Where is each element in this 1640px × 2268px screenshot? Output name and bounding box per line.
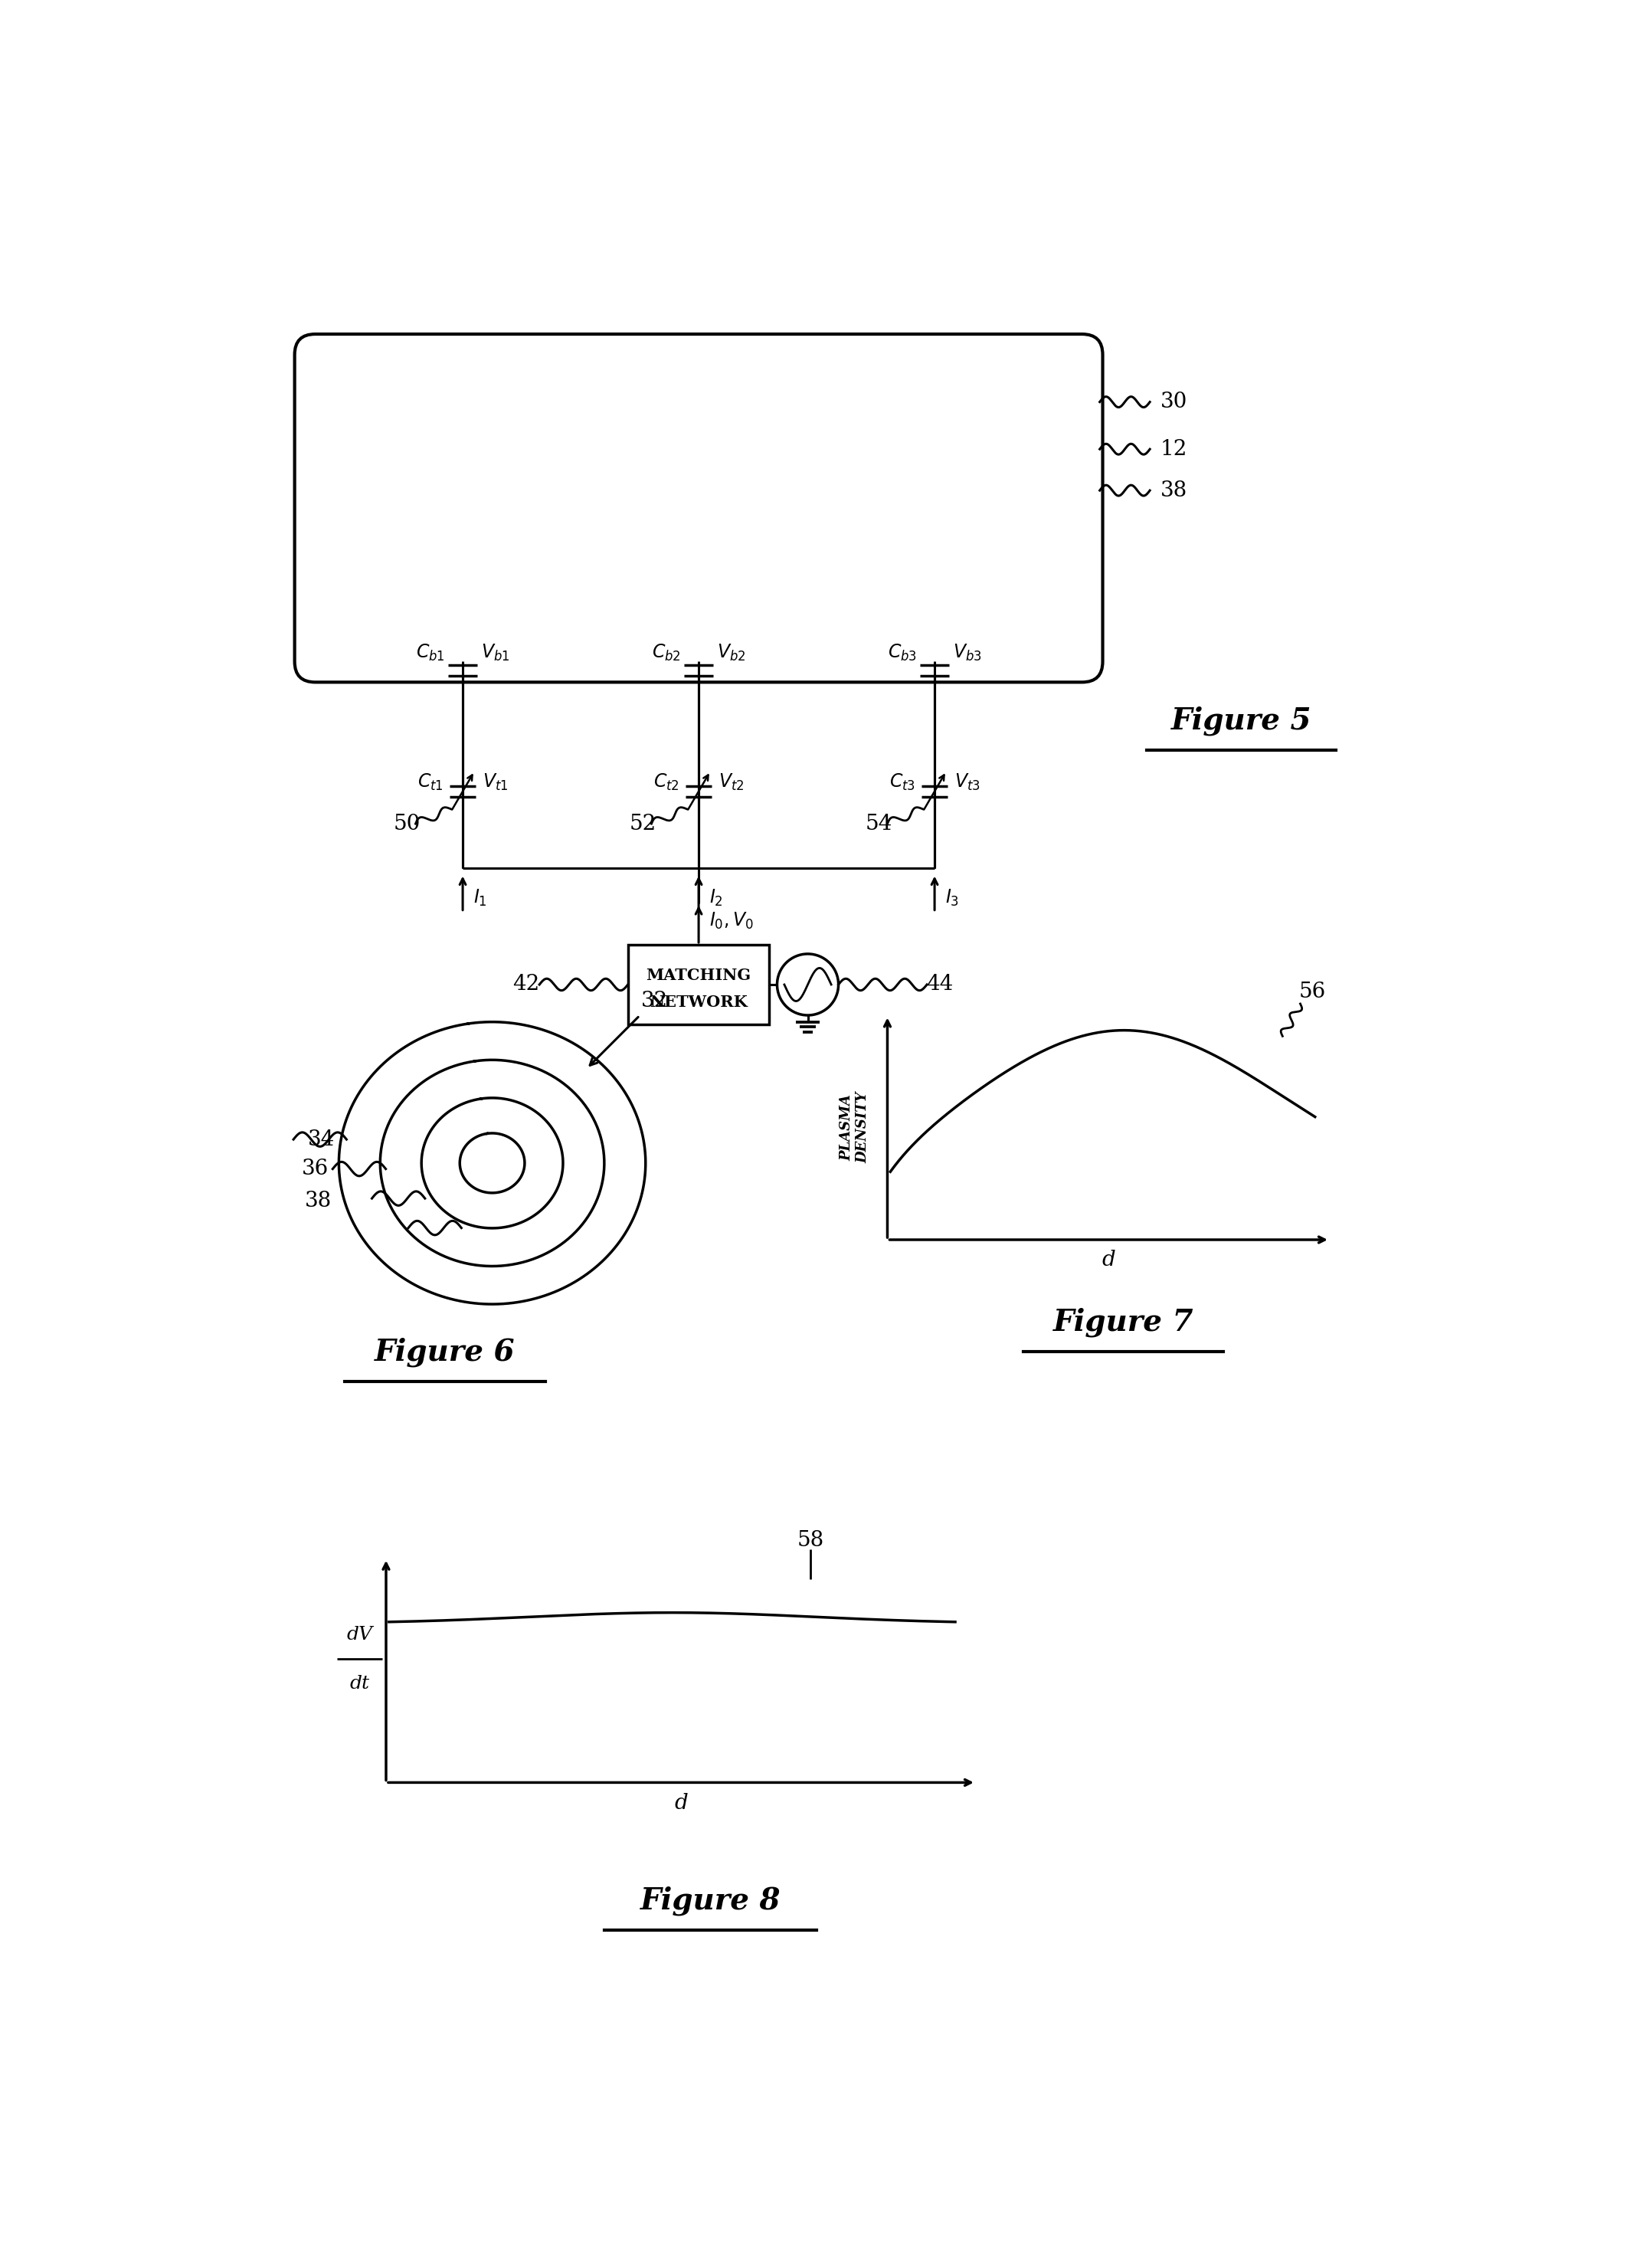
Text: PLASMA
DENSITY: PLASMA DENSITY — [840, 1091, 869, 1163]
Text: 44: 44 — [927, 975, 953, 996]
Text: 38: 38 — [305, 1191, 331, 1211]
Text: MATCHING: MATCHING — [646, 968, 751, 982]
Text: $I_0, V_0$: $I_0, V_0$ — [708, 912, 754, 932]
Text: 58: 58 — [797, 1531, 825, 1551]
Text: $I_1$: $I_1$ — [474, 887, 487, 907]
Text: $V_{t2}$: $V_{t2}$ — [718, 773, 745, 792]
Text: Figure 8: Figure 8 — [640, 1885, 781, 1914]
Text: dV: dV — [346, 1626, 372, 1644]
Text: 32: 32 — [641, 991, 667, 1012]
Text: $V_{t1}$: $V_{t1}$ — [482, 773, 508, 792]
Text: $C_{b1}$: $C_{b1}$ — [417, 642, 444, 662]
Text: $V_{b1}$: $V_{b1}$ — [481, 642, 510, 662]
Text: 30: 30 — [1161, 392, 1187, 413]
Text: $C_{t2}$: $C_{t2}$ — [653, 773, 679, 792]
Text: 36: 36 — [302, 1159, 328, 1179]
Text: $V_{b3}$: $V_{b3}$ — [953, 642, 981, 662]
FancyBboxPatch shape — [295, 333, 1102, 683]
Text: 54: 54 — [864, 814, 892, 835]
Bar — [628, 946, 769, 1025]
Text: d: d — [1102, 1250, 1115, 1270]
Text: $C_{t3}$: $C_{t3}$ — [889, 773, 915, 792]
Text: $C_{b2}$: $C_{b2}$ — [651, 642, 681, 662]
Text: 56: 56 — [1299, 982, 1325, 1002]
Text: 50: 50 — [394, 814, 420, 835]
Text: 42: 42 — [513, 975, 540, 996]
Text: Figure 5: Figure 5 — [1171, 705, 1312, 735]
Text: d: d — [674, 1792, 687, 1814]
Text: 52: 52 — [630, 814, 656, 835]
Text: Figure 7: Figure 7 — [1053, 1309, 1194, 1338]
Text: $I_3$: $I_3$ — [945, 887, 959, 907]
Text: $C_{b3}$: $C_{b3}$ — [887, 642, 917, 662]
Text: 38: 38 — [1161, 481, 1187, 501]
Text: NETWORK: NETWORK — [649, 993, 748, 1009]
Text: $V_{b2}$: $V_{b2}$ — [717, 642, 746, 662]
Text: dt: dt — [349, 1676, 369, 1692]
Text: $V_{t3}$: $V_{t3}$ — [954, 773, 981, 792]
Text: Figure 6: Figure 6 — [376, 1338, 515, 1368]
Text: 12: 12 — [1161, 438, 1187, 460]
Text: 34: 34 — [308, 1129, 335, 1150]
Text: $C_{t1}$: $C_{t1}$ — [417, 773, 443, 792]
Text: $I_2$: $I_2$ — [708, 887, 723, 907]
